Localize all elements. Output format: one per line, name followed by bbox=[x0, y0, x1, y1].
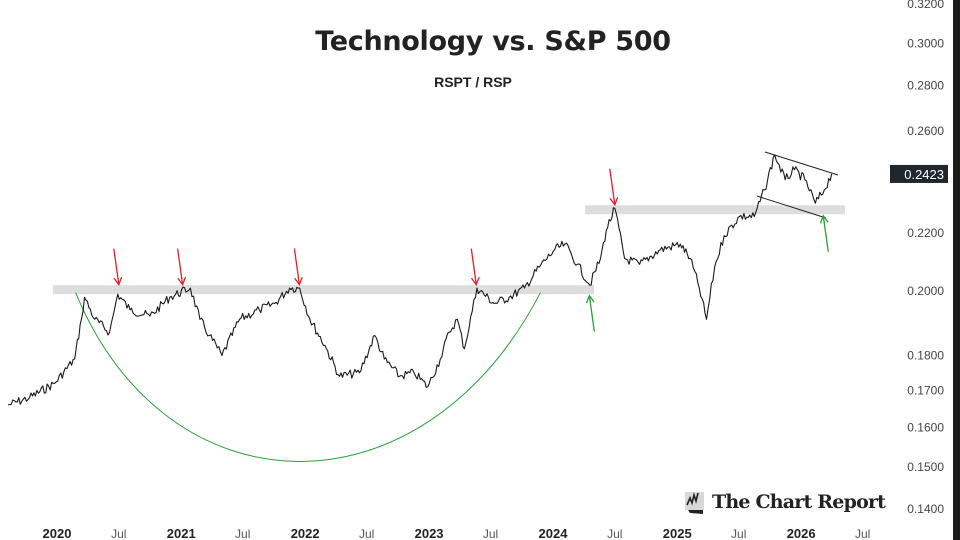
red-arrow-head bbox=[294, 276, 303, 286]
y-tick-label: 0.3000 bbox=[907, 36, 944, 50]
red-arrow bbox=[113, 248, 123, 286]
green-arrow-head bbox=[819, 214, 829, 224]
x-tick-label: Jul bbox=[359, 527, 374, 540]
y-tick-label: 0.2200 bbox=[907, 226, 944, 240]
channel-bottom-line bbox=[756, 195, 827, 219]
brand-name: The Chart Report bbox=[712, 491, 886, 513]
red-arrow-shaft bbox=[113, 248, 120, 285]
green-arrow-shaft bbox=[588, 295, 595, 332]
x-tick-label: 2024 bbox=[539, 526, 569, 540]
red-arrow bbox=[470, 248, 480, 286]
cup-curve bbox=[75, 292, 541, 462]
x-tick-label: 2021 bbox=[167, 526, 196, 540]
x-tick-label: 2026 bbox=[787, 526, 816, 540]
y-tick-label: 0.1500 bbox=[907, 460, 944, 474]
resistance-band bbox=[585, 205, 845, 215]
channel-top-line bbox=[764, 151, 839, 176]
red-arrow-head bbox=[609, 197, 619, 207]
green-arrow-head bbox=[585, 294, 595, 304]
red-arrow bbox=[176, 248, 187, 286]
x-tick-label: 2025 bbox=[663, 526, 692, 540]
x-tick-label: 2020 bbox=[43, 526, 72, 540]
chart-subtitle: RSPT / RSP bbox=[434, 74, 512, 90]
y-tick-label: 0.1700 bbox=[907, 383, 944, 397]
x-tick-label: Jul bbox=[235, 527, 250, 540]
x-tick-label: Jul bbox=[855, 527, 870, 540]
chart-report-logo-icon bbox=[685, 492, 704, 514]
y-tick-label: 0.1600 bbox=[907, 421, 944, 435]
x-tick-label: Jul bbox=[111, 527, 126, 540]
x-tick-label: Jul bbox=[607, 527, 622, 540]
y-tick-label: 0.3200 bbox=[907, 0, 944, 11]
green-arrow bbox=[819, 214, 829, 252]
x-tick-label: Jul bbox=[483, 527, 498, 540]
y-tick-label: 0.1800 bbox=[907, 349, 944, 363]
last-value-badge bbox=[890, 164, 948, 183]
right-edge-bar bbox=[953, 0, 960, 540]
red-arrow bbox=[293, 248, 303, 286]
red-arrow-head bbox=[113, 276, 123, 286]
price-line bbox=[7, 154, 833, 406]
x-tick-label: 2023 bbox=[415, 526, 444, 540]
red-arrow-shaft bbox=[176, 248, 184, 285]
x-tick-label: 2022 bbox=[291, 526, 320, 540]
red-arrow-shaft bbox=[470, 248, 477, 285]
red-arrow-shaft bbox=[609, 168, 616, 205]
chart-title: Technology vs. S&P 500 bbox=[315, 26, 671, 57]
red-arrow-shaft bbox=[293, 248, 301, 285]
red-arrow bbox=[609, 168, 619, 207]
x-tick-label: Jul bbox=[731, 527, 746, 540]
brand-logo: The Chart Report bbox=[684, 490, 886, 514]
red-arrow-head bbox=[177, 276, 187, 286]
red-arrow-head bbox=[470, 276, 480, 286]
resistance-band bbox=[52, 285, 595, 295]
y-tick-label: 0.2800 bbox=[907, 79, 944, 93]
y-tick-label: 0.2000 bbox=[907, 284, 944, 298]
y-tick-label: 0.1400 bbox=[907, 502, 944, 516]
y-tick-label: 0.2600 bbox=[907, 124, 944, 138]
green-arrow bbox=[585, 294, 595, 332]
last-value-label: 0.2423 bbox=[904, 167, 944, 182]
green-arrow-shaft bbox=[822, 215, 829, 252]
